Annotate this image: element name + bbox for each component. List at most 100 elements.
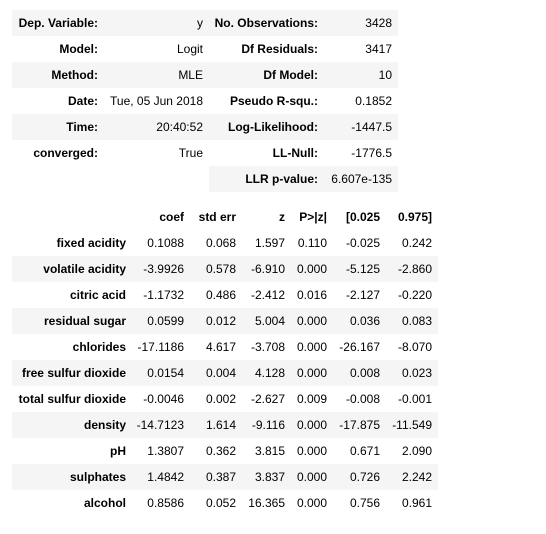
info-value: 3417 xyxy=(365,42,392,56)
column-header: std err xyxy=(198,210,236,224)
table-cell: 0.036 xyxy=(349,314,380,328)
table-cell: 1.614 xyxy=(205,418,236,432)
table-cell: 0.1088 xyxy=(147,236,184,250)
table-cell: -6.910 xyxy=(250,262,285,276)
table-cell: -26.167 xyxy=(339,340,380,354)
table-cell: -2.860 xyxy=(397,262,432,276)
table-cell: 0.8586 xyxy=(147,496,184,510)
table-cell: -2.627 xyxy=(250,392,285,406)
table-cell: 0.0599 xyxy=(147,314,184,328)
info-value: -1447.5 xyxy=(351,120,392,134)
table-cell: 0.068 xyxy=(205,236,236,250)
info-value: 0.1852 xyxy=(355,94,392,108)
row-background xyxy=(12,114,398,140)
row-background xyxy=(209,166,398,192)
row-background xyxy=(12,308,438,334)
row-label: volatile acidity xyxy=(43,262,126,276)
row-label: chlorides xyxy=(72,340,126,354)
row-background xyxy=(12,10,398,36)
row-label: density xyxy=(83,418,126,432)
table-cell: 0.756 xyxy=(349,496,380,510)
info-label: LLR p-value: xyxy=(245,172,318,186)
table-cell: 0.016 xyxy=(296,288,327,302)
table-cell: 0.008 xyxy=(349,366,380,380)
table-cell: 4.617 xyxy=(205,340,236,354)
table-cell: 16.365 xyxy=(248,496,285,510)
table-cell: -0.220 xyxy=(397,288,432,302)
table-cell: -0.001 xyxy=(397,392,432,406)
table-cell: 0.004 xyxy=(205,366,236,380)
row-label: sulphates xyxy=(69,470,126,484)
row-background xyxy=(12,412,438,438)
table-cell: 0.012 xyxy=(205,314,236,328)
table-cell: 0.023 xyxy=(401,366,432,380)
row-label: citric acid xyxy=(69,288,126,302)
info-value: y xyxy=(197,16,203,30)
info-value: 3428 xyxy=(365,16,392,30)
table-cell: 0.000 xyxy=(296,418,327,432)
table-cell: 0.578 xyxy=(205,262,236,276)
table-cell: 2.242 xyxy=(401,470,432,484)
table-cell: 0.110 xyxy=(297,236,327,250)
row-background xyxy=(12,360,438,386)
row-label: fixed acidity xyxy=(56,236,126,250)
info-label: Model: xyxy=(59,42,98,56)
table-cell: -17.1186 xyxy=(137,340,184,354)
info-label: Pseudo R-squ.: xyxy=(229,94,318,108)
table-cell: -17.875 xyxy=(339,418,380,432)
info-label: LL-Null: xyxy=(272,146,318,160)
row-label: alcohol xyxy=(83,496,126,510)
info-label: Time: xyxy=(66,120,98,134)
table-cell: 0.000 xyxy=(296,366,327,380)
table-cell: -1.1732 xyxy=(143,288,184,302)
row-background xyxy=(12,62,398,88)
table-cell: -11.549 xyxy=(392,418,432,432)
table-cell: 0.000 xyxy=(296,444,327,458)
row-label: pH xyxy=(110,444,126,458)
table-cell: 0.362 xyxy=(205,444,236,458)
table-cell: 0.009 xyxy=(296,392,327,406)
table-cell: -2.412 xyxy=(250,288,285,302)
info-label: Method: xyxy=(51,68,98,82)
info-label: No. Observations: xyxy=(214,16,318,30)
info-label: converged: xyxy=(33,146,98,160)
table-cell: 0.0154 xyxy=(147,366,184,380)
table-cell: 0.000 xyxy=(296,470,327,484)
table-cell: 0.000 xyxy=(296,340,327,354)
info-label: Date: xyxy=(67,94,98,108)
table-cell: 5.004 xyxy=(254,314,285,328)
table-cell: 1.3807 xyxy=(147,444,184,458)
table-cell: 2.090 xyxy=(401,444,432,458)
table-cell: 4.128 xyxy=(254,366,285,380)
table-cell: -3.9926 xyxy=(143,262,184,276)
table-cell: 1.4842 xyxy=(147,470,184,484)
info-value: Tue, 05 Jun 2018 xyxy=(110,94,203,108)
table-cell: 0.083 xyxy=(401,314,432,328)
info-label: Dep. Variable: xyxy=(18,16,98,30)
table-cell: 0.486 xyxy=(205,288,236,302)
table-cell: -5.125 xyxy=(345,262,380,276)
info-value: -1776.5 xyxy=(351,146,392,160)
table-cell: -0.0046 xyxy=(143,392,184,406)
table-cell: 0.242 xyxy=(401,236,432,250)
table-cell: -0.008 xyxy=(345,392,380,406)
table-cell: 0.000 xyxy=(296,314,327,328)
info-value: 20:40:52 xyxy=(156,120,203,134)
row-background xyxy=(12,464,438,490)
table-cell: 3.837 xyxy=(254,470,285,484)
table-cell: 0.000 xyxy=(296,262,327,276)
row-label: residual sugar xyxy=(43,314,126,328)
table-cell: 1.597 xyxy=(254,236,285,250)
table-cell: 3.815 xyxy=(254,444,285,458)
table-cell: 0.387 xyxy=(205,470,236,484)
row-label: free sulfur dioxide xyxy=(21,366,126,380)
info-value: 6.607e-135 xyxy=(331,172,392,186)
table-cell: -9.116 xyxy=(251,418,285,432)
info-label: Log-Likelihood: xyxy=(228,120,318,134)
table-cell: 0.961 xyxy=(401,496,432,510)
table-cell: -14.7123 xyxy=(136,418,184,432)
info-value: Logit xyxy=(176,42,203,56)
column-header: z xyxy=(279,210,285,224)
column-header: 0.975] xyxy=(397,210,432,224)
